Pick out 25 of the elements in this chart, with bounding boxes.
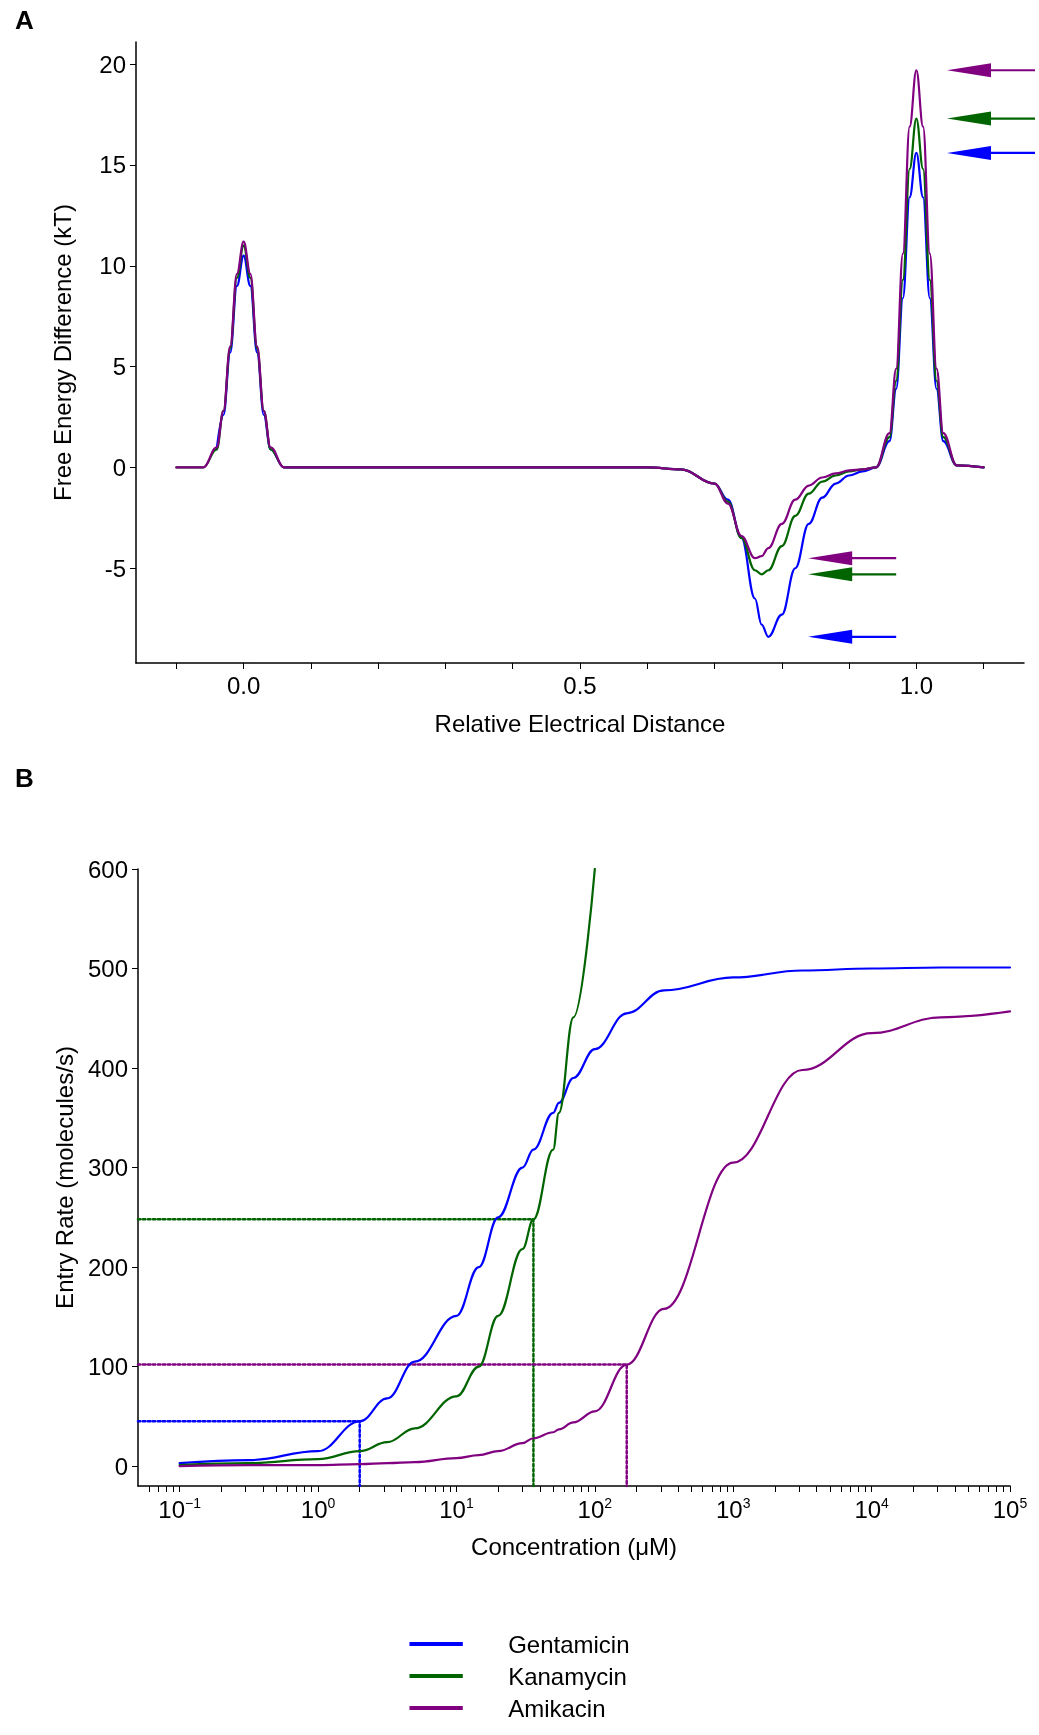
y-tick-label: 200	[87, 1253, 128, 1281]
legend-label: Amikacin	[508, 1694, 606, 1722]
chart-title: A	[15, 5, 34, 35]
x-axis-title: Concentration (μM)	[471, 1532, 677, 1560]
y-tick-label: -5	[104, 554, 126, 582]
y-tick-label: 0	[112, 453, 126, 481]
y-tick-label: 20	[99, 50, 126, 78]
y-tick-label: 0	[114, 1452, 128, 1480]
y-axis-title: Free Energy Difference (kT)	[48, 204, 76, 501]
legend-label: Kanamycin	[508, 1662, 627, 1690]
y-tick-label: 500	[87, 955, 128, 983]
y-tick-label: 5	[112, 353, 126, 381]
chart-title: B	[15, 763, 34, 793]
x-tick-label: 1.0	[899, 671, 934, 699]
y-axis-title: Entry Rate (molecules/s)	[50, 1046, 78, 1309]
legend-label: Gentamicin	[508, 1630, 630, 1658]
x-tick-label: 0.5	[563, 671, 597, 699]
y-tick-label: 10	[99, 252, 126, 280]
y-tick-label: 300	[87, 1154, 128, 1182]
y-tick-label: 600	[87, 855, 128, 883]
y-tick-label: 400	[87, 1054, 128, 1082]
x-axis-title: Relative Electrical Distance	[434, 709, 726, 737]
y-tick-label: 100	[87, 1353, 128, 1381]
x-tick-label: 0.0	[226, 671, 261, 699]
y-tick-label: 15	[99, 151, 126, 179]
